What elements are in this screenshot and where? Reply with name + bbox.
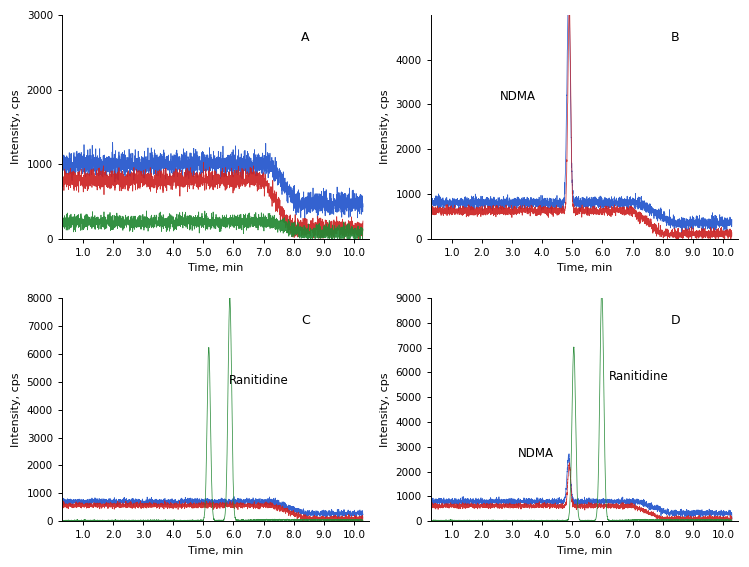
Y-axis label: Intensity, cps: Intensity, cps	[11, 90, 21, 164]
Text: A: A	[301, 31, 310, 44]
Text: Ranitidine: Ranitidine	[608, 370, 668, 383]
X-axis label: Time, min: Time, min	[557, 263, 612, 273]
Y-axis label: Intensity, cps: Intensity, cps	[11, 373, 21, 447]
Text: D: D	[670, 314, 680, 327]
Text: C: C	[301, 314, 310, 327]
Text: B: B	[670, 31, 679, 44]
Text: NDMA: NDMA	[500, 90, 536, 103]
Text: NDMA: NDMA	[518, 447, 554, 460]
Y-axis label: Intensity, cps: Intensity, cps	[380, 373, 390, 447]
X-axis label: Time, min: Time, min	[188, 263, 243, 273]
Text: Ranitidine: Ranitidine	[229, 374, 288, 387]
X-axis label: Time, min: Time, min	[557, 546, 612, 556]
X-axis label: Time, min: Time, min	[188, 546, 243, 556]
Y-axis label: Intensity, cps: Intensity, cps	[380, 90, 390, 164]
